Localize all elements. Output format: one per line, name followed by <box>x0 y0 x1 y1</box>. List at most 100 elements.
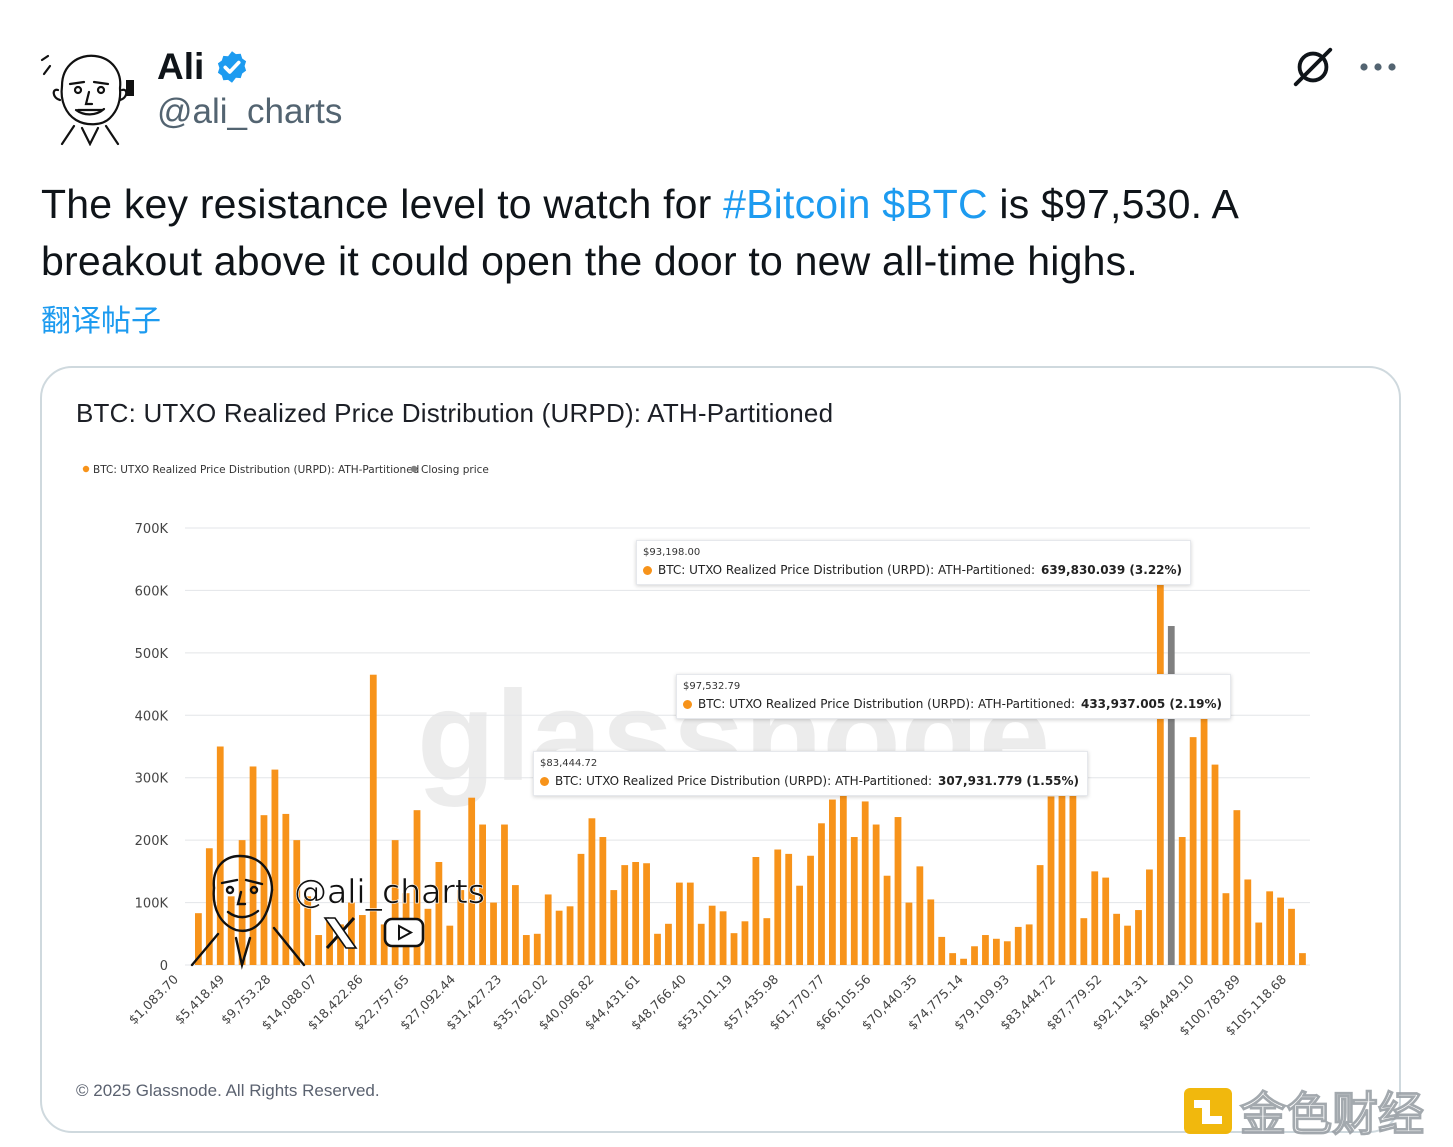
bar <box>304 896 312 965</box>
avatar[interactable] <box>40 46 140 146</box>
bar <box>1113 913 1121 965</box>
translate-post-link[interactable]: 翻译帖子 <box>41 304 161 339</box>
bar <box>577 853 585 965</box>
bar <box>708 905 716 965</box>
bar <box>1288 908 1295 965</box>
bar <box>1003 941 1011 965</box>
bar <box>850 837 858 965</box>
bar <box>960 958 967 965</box>
bar <box>588 818 596 965</box>
y-tick-label: 700K <box>135 522 169 537</box>
bar <box>424 908 432 965</box>
more-options-icon[interactable] <box>1356 52 1400 82</box>
tooltip-series: BTC: UTXO Realized Price Distribution (U… <box>698 697 1075 711</box>
cashtag-link[interactable]: $BTC <box>882 181 988 227</box>
bar <box>1222 893 1230 965</box>
bar <box>894 817 902 965</box>
bar <box>916 866 924 965</box>
bar <box>883 875 891 965</box>
bar <box>938 936 946 965</box>
jinse-watermark-logo: 金色财经 <box>1184 1086 1425 1142</box>
series-dot <box>643 565 652 575</box>
grok-icon[interactable] <box>1290 44 1336 90</box>
bar <box>380 924 388 965</box>
bar <box>1156 565 1164 965</box>
tooltip-value: 433,937.005 (2.19%) <box>1080 697 1223 711</box>
verified-badge-icon <box>218 51 247 83</box>
bar <box>555 910 563 965</box>
tooltip-83444: $83,444.72 BTC: UTXO Realized Price Dist… <box>533 751 1089 796</box>
bar <box>282 813 290 965</box>
bar <box>599 837 607 965</box>
handle[interactable]: @ali_charts <box>157 92 343 131</box>
tooltip-93198: $93,198.00 BTC: UTXO Realized Price Dist… <box>636 540 1192 585</box>
bar <box>479 824 486 965</box>
x-logo-icon <box>323 916 358 950</box>
bar <box>1058 787 1066 965</box>
bar <box>1124 925 1131 965</box>
bar <box>1036 865 1044 965</box>
bar <box>369 674 377 965</box>
tooltip-97532: $97,532.79 BTC: UTXO Realized Price Dist… <box>676 674 1232 719</box>
y-tick-label: 0 <box>160 959 168 974</box>
bar <box>1244 879 1252 965</box>
bar <box>1255 922 1263 965</box>
bar <box>1025 924 1033 965</box>
legend-label: BTC: UTXO Realized Price Distribution (U… <box>93 464 419 476</box>
media-card[interactable]: BTC: UTXO Realized Price Distribution (U… <box>40 366 1401 1133</box>
legend-label: Closing price <box>421 464 489 476</box>
hashtag-link[interactable]: #Bitcoin <box>723 181 871 227</box>
tooltip-price: $83,444.72 <box>540 758 598 769</box>
tweet-text-pre: The key resistance level to watch for <box>41 181 724 227</box>
bar <box>1014 926 1022 965</box>
bar <box>249 766 257 965</box>
bar <box>358 915 366 965</box>
author-block: Ali @ali_charts <box>157 44 342 132</box>
bar <box>315 935 323 965</box>
bar <box>1233 810 1241 965</box>
bar <box>468 797 476 965</box>
bar <box>730 933 738 965</box>
watermark-text: 金色财经 <box>1239 1087 1424 1141</box>
bar <box>260 815 268 965</box>
youtube-logo-icon <box>383 917 425 948</box>
bar <box>719 911 727 965</box>
y-tick-label: 400K <box>135 709 169 724</box>
bar <box>271 769 279 965</box>
bar <box>697 923 705 965</box>
bar <box>1102 877 1110 965</box>
closing-price-bar <box>1167 626 1175 965</box>
bar <box>949 953 957 965</box>
bar <box>1189 737 1197 965</box>
bar <box>195 913 202 965</box>
bar <box>971 946 978 965</box>
bar <box>872 824 880 965</box>
tooltip-value: 307,931.779 (1.55%) <box>937 774 1080 788</box>
display-name[interactable]: Ali <box>157 46 205 87</box>
bar <box>1146 869 1153 965</box>
bar <box>1211 764 1219 965</box>
bar <box>490 902 497 965</box>
bar <box>763 918 771 965</box>
bar <box>632 861 640 965</box>
tweet-text-post: is $97,530. A breakout above it could op… <box>41 181 1237 284</box>
bar <box>1080 918 1088 965</box>
bar <box>774 849 782 965</box>
y-tick-label: 100K <box>135 897 169 912</box>
bar <box>621 865 629 965</box>
bar <box>796 885 804 965</box>
legend-marker <box>410 465 418 473</box>
bar <box>839 790 847 965</box>
bar <box>927 899 935 965</box>
tooltip-value: 639,830.039 (3.22%) <box>1040 563 1183 577</box>
bar <box>522 935 530 965</box>
bar <box>654 933 661 965</box>
chart-title: BTC: UTXO Realized Price Distribution (U… <box>76 398 834 428</box>
legend-marker <box>82 465 90 473</box>
bar <box>348 902 355 965</box>
tweet-text: The key resistance level to watch for #B… <box>41 176 1341 290</box>
tooltip-price: $97,532.79 <box>683 681 741 692</box>
bar <box>533 933 541 965</box>
